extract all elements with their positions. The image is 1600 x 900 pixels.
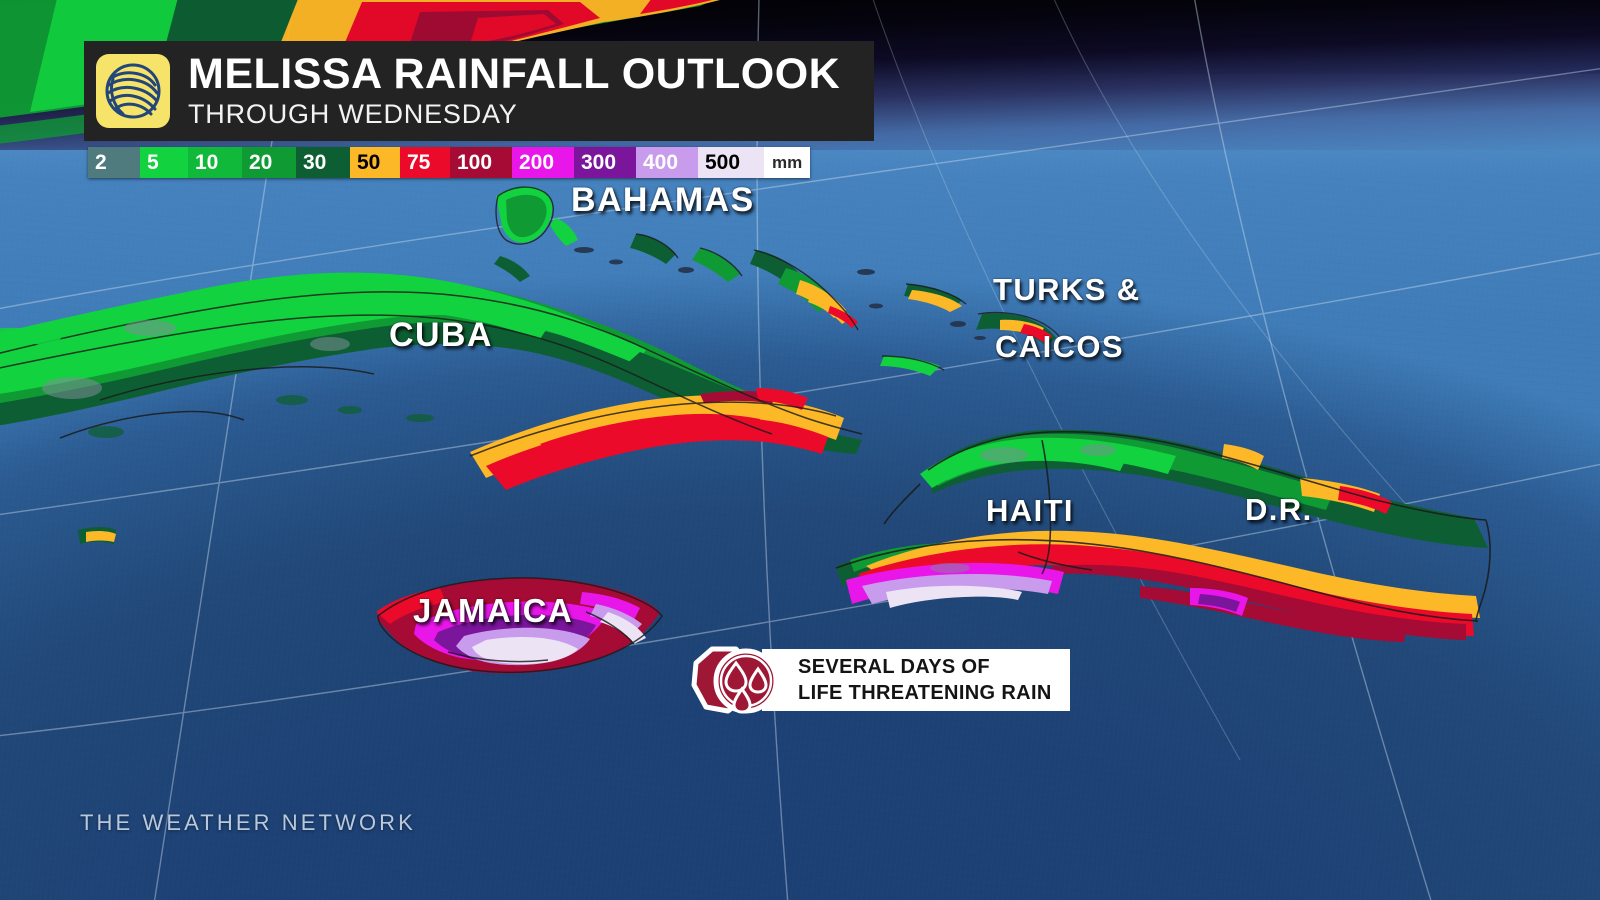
legend-stop-10: 10 (188, 147, 242, 178)
legend-stop-300: 300 (574, 147, 636, 178)
legend-stop-5: 5 (140, 147, 188, 178)
legend-stop-500: 500 (698, 147, 764, 178)
legend-stop-30: 30 (296, 147, 350, 178)
small-cay-southwest (0, 327, 116, 544)
legend-stop-50: 50 (350, 147, 400, 178)
jamaica-rainfall (376, 577, 663, 674)
warning-line-2: LIFE THREATENING RAIN (798, 682, 1052, 704)
hispaniola-rainfall (835, 429, 1491, 642)
warning-line-1: SEVERAL DAYS OF (798, 655, 990, 678)
weather-network-globe-icon (96, 54, 170, 128)
heavy-rain-drops-icon (688, 641, 784, 719)
legend-stop-75: 75 (400, 147, 450, 178)
title-panel: MELISSA RAINFALL OUTLOOK THROUGH WEDNESD… (84, 41, 874, 141)
legend-unit: mm (764, 147, 811, 178)
headline: MELISSA RAINFALL OUTLOOK (188, 49, 841, 98)
bahamas-rainfall (494, 186, 986, 376)
legend-stop-2: 2 (88, 147, 140, 178)
warning-callout-box: SEVERAL DAYS OF LIFE THREATENING RAIN (762, 649, 1070, 711)
turks-caicos-rainfall (976, 311, 1061, 346)
title-text-group: MELISSA RAINFALL OUTLOOK THROUGH WEDNESD… (188, 49, 841, 129)
legend-stop-100: 100 (450, 147, 512, 178)
warning-callout: SEVERAL DAYS OF LIFE THREATENING RAIN (688, 641, 1070, 719)
rainfall-legend-scale: 2 5 10 20 30 50 75 100 200 300 400 500 mm (88, 147, 811, 178)
legend-stop-200: 200 (512, 147, 574, 178)
subheadline: THROUGH WEDNESDAY (188, 98, 518, 129)
legend-stop-20: 20 (242, 147, 296, 178)
cuba-rainfall (0, 272, 863, 490)
network-watermark: THE WEATHER NETWORK (80, 810, 416, 835)
legend-stop-400: 400 (636, 147, 698, 178)
